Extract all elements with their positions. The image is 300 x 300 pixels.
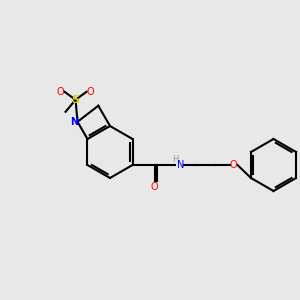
Text: H: H: [172, 155, 179, 164]
Text: N: N: [70, 117, 79, 127]
Text: O: O: [230, 160, 237, 170]
Text: O: O: [151, 182, 158, 192]
Text: O: O: [87, 87, 94, 97]
Text: N: N: [177, 160, 184, 170]
Text: O: O: [57, 87, 64, 97]
Text: S: S: [71, 95, 80, 105]
